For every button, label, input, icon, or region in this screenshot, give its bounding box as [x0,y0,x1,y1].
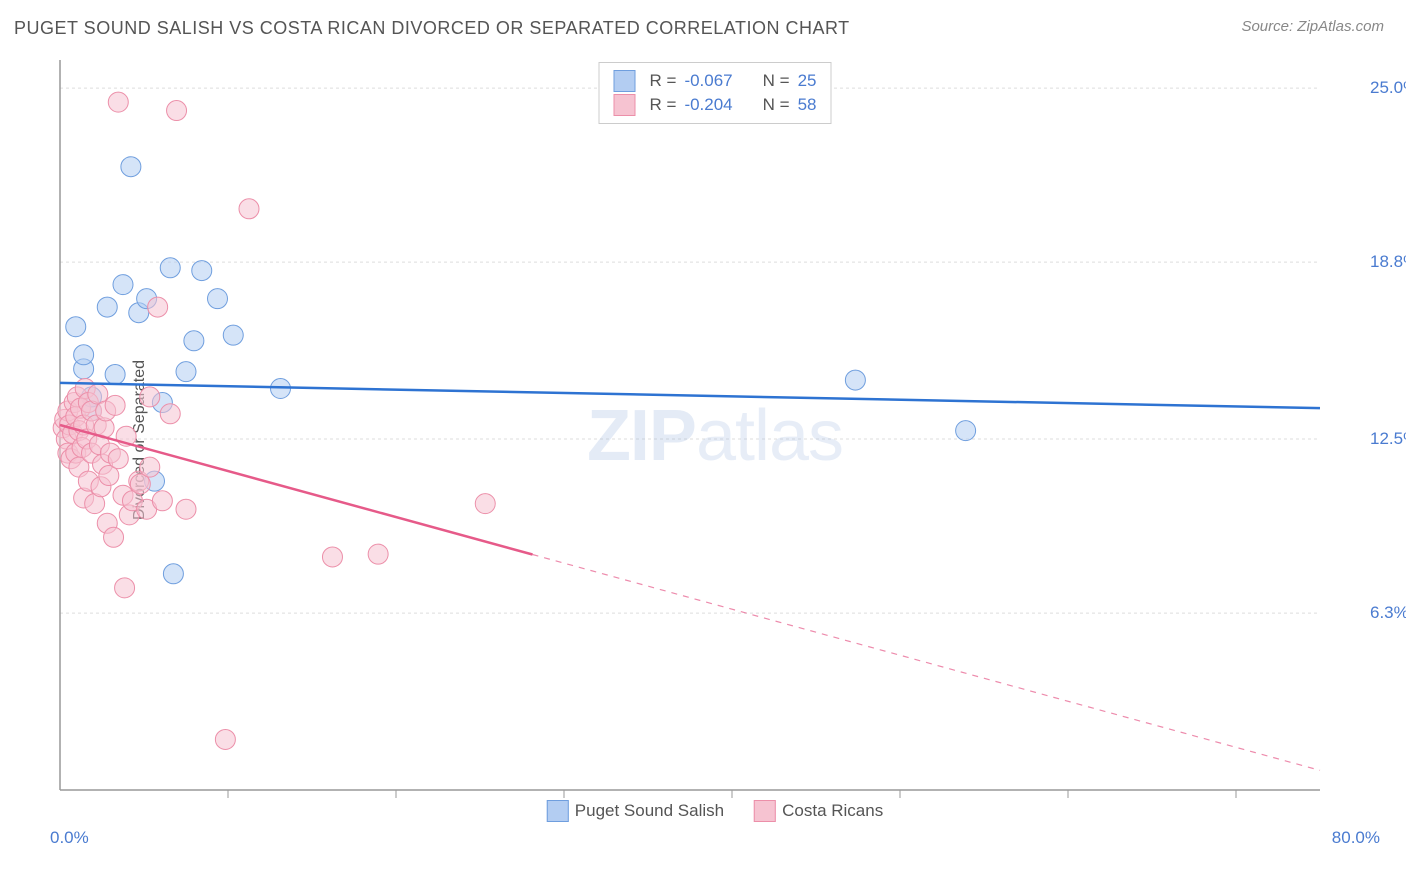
y-tick-label: 18.8% [1370,252,1406,272]
chart-title: PUGET SOUND SALISH VS COSTA RICAN DIVORC… [14,18,850,39]
scatter-plot [50,60,1380,820]
legend-item: Costa Ricans [754,800,883,822]
y-tick-label: 25.0% [1370,78,1406,98]
legend-stat-row: R = -0.204N = 58 [614,93,817,117]
legend-statistics: R = -0.067N = 25R = -0.204N = 58 [599,62,832,124]
x-min-label: 0.0% [50,828,89,848]
chart-area: Divorced or Separated ZIPatlas R = -0.06… [50,60,1380,820]
y-tick-label: 12.5% [1370,429,1406,449]
legend-item: Puget Sound Salish [547,800,724,822]
legend-series: Puget Sound Salish Costa Ricans [547,800,883,822]
legend-stat-row: R = -0.067N = 25 [614,69,817,93]
y-tick-label: 6.3% [1370,603,1406,623]
source-label: Source: ZipAtlas.com [1241,18,1384,35]
x-max-label: 80.0% [1332,828,1380,848]
